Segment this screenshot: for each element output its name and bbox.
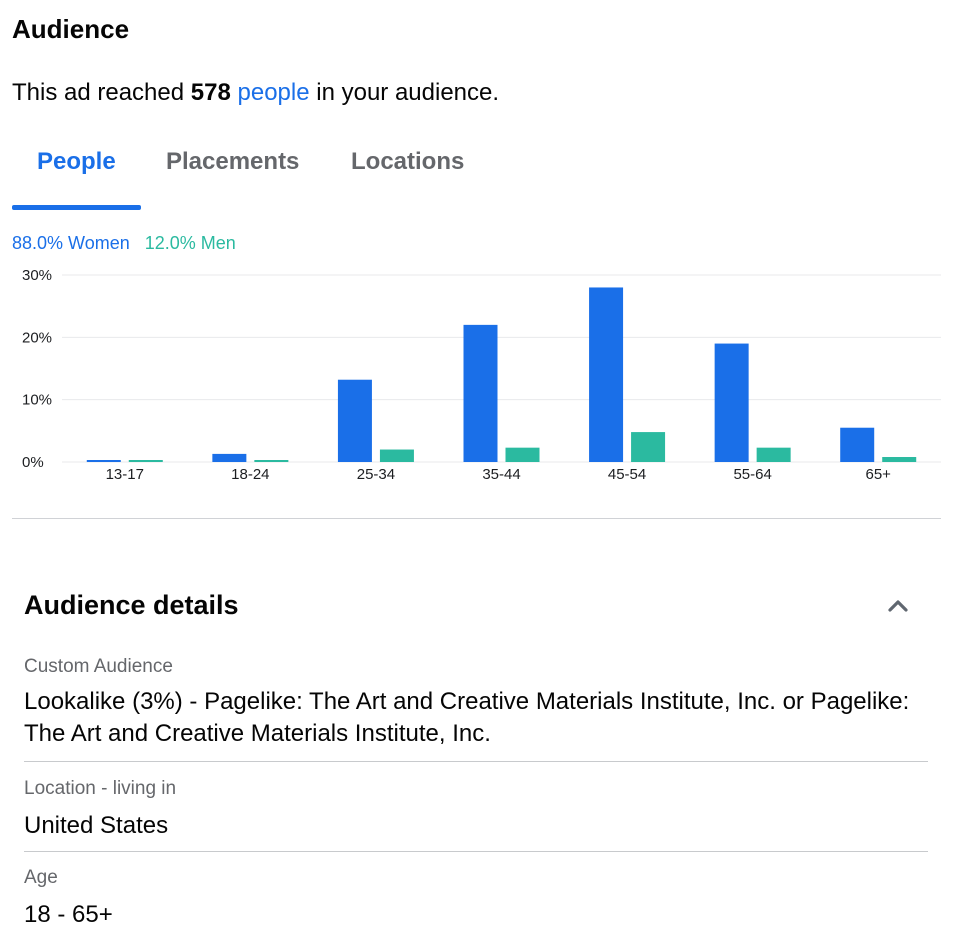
x-tick-label: 25-34: [357, 466, 395, 483]
bar-men-35-44: [505, 447, 540, 462]
people-link[interactable]: people: [237, 79, 310, 106]
y-tick-label: 0%: [22, 454, 44, 471]
x-tick-label: 55-64: [733, 466, 771, 483]
y-tick-label: 10%: [22, 392, 52, 409]
bar-women-35-44: [463, 324, 498, 462]
legend-women: 88.0% Women: [12, 233, 130, 253]
bar-women-18-24: [212, 453, 247, 462]
x-tick-label: 35-44: [482, 466, 520, 483]
row-divider: [24, 761, 928, 762]
detail-label: Custom Audience: [24, 656, 173, 677]
bar-men-13-17: [128, 460, 163, 462]
detail-value: 18 - 65+: [24, 901, 113, 928]
bar-women-65+: [840, 427, 875, 462]
audience-details-title: Audience details: [24, 590, 239, 620]
tab-placements[interactable]: Placements: [166, 148, 300, 175]
reach-summary: This ad reached 578 people in your audie…: [12, 79, 499, 107]
bar-men-55-64: [756, 447, 791, 462]
age-gender-chart: 0% 10% 20% 30% 13-17 18-24 25-34 35-44 45-54 55-6…: [22, 267, 941, 483]
detail-label: Age: [24, 867, 58, 888]
detail-custom-audience: Custom Audience Lookalike (3%) - Pagelik…: [24, 656, 928, 750]
reach-suffix: in your audience.: [309, 79, 500, 106]
y-tick-label: 20%: [22, 329, 52, 346]
detail-value: United States: [24, 812, 169, 839]
detail-label: Location - living in: [24, 778, 177, 799]
detail-age: Age 18 - 65+: [24, 867, 928, 931]
active-tab-indicator: [12, 205, 141, 210]
detail-value: Lookalike (3%) - Pagelike: The Art and C…: [24, 688, 910, 747]
collapse-button[interactable]: [880, 588, 916, 624]
x-tick-label: 45-54: [608, 466, 646, 483]
detail-location: Location - living in United States: [24, 778, 928, 842]
gender-legend: 88.0% Women 12.0% Men: [12, 233, 236, 254]
bar-women-55-64: [714, 343, 749, 462]
reach-count: 578: [190, 79, 231, 106]
bar-men-25-34: [379, 449, 414, 462]
chevron-up-icon: [888, 600, 908, 612]
audience-tabs: People Placements Locations: [12, 140, 942, 212]
section-title: Audience: [12, 14, 130, 44]
chart-divider: [12, 518, 941, 519]
reach-prefix: This ad reached: [12, 79, 191, 106]
bar-men-45-54: [631, 432, 666, 462]
x-tick-label: 13-17: [106, 466, 144, 483]
row-divider: [24, 851, 928, 852]
tab-people[interactable]: People: [37, 148, 116, 175]
bar-men-65+: [882, 457, 917, 462]
tab-locations[interactable]: Locations: [351, 148, 465, 175]
x-tick-label: 18-24: [231, 466, 269, 483]
bar-men-18-24: [254, 460, 289, 462]
bar-women-25-34: [337, 379, 372, 462]
legend-men: 12.0% Men: [144, 233, 236, 253]
bar-women-13-17: [86, 460, 121, 462]
y-tick-label: 30%: [22, 267, 52, 284]
x-tick-label: 65+: [865, 466, 891, 483]
bar-women-45-54: [589, 287, 624, 462]
